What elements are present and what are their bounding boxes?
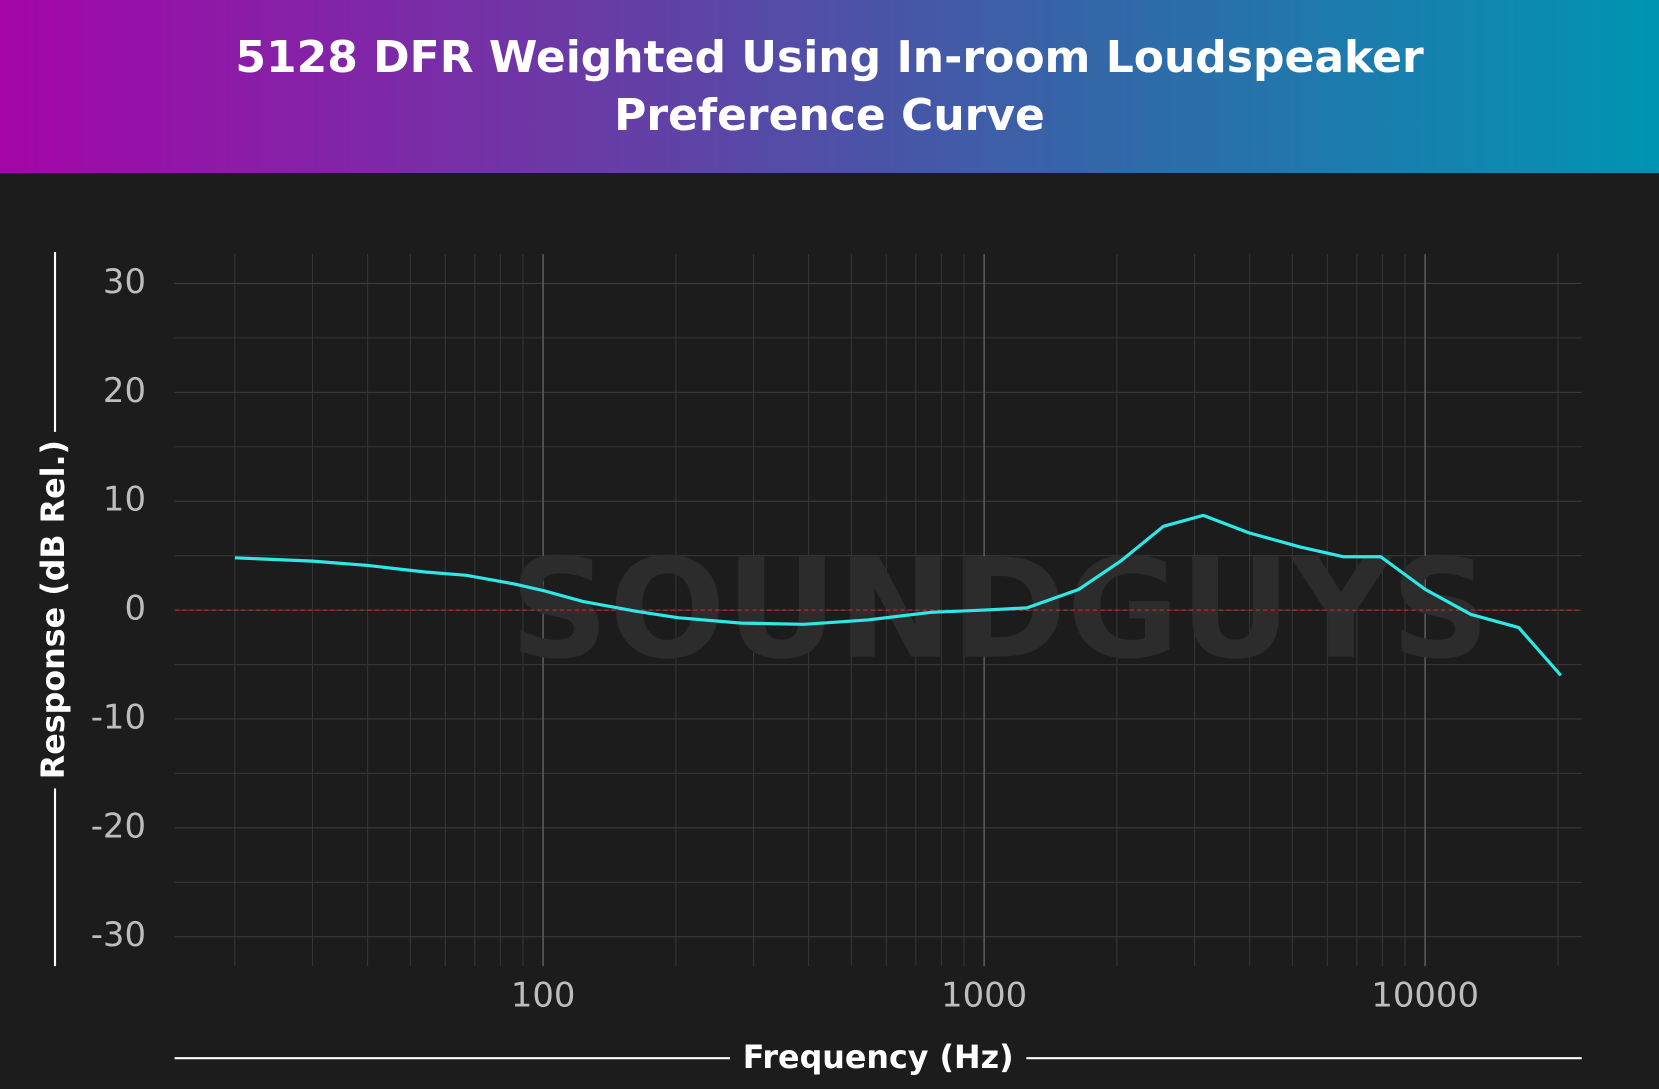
y-tick-label: -20 — [91, 806, 146, 845]
y-tick-label: 0 — [124, 589, 146, 628]
x-tick-label: 100 — [511, 975, 576, 1014]
y-tick-label: 30 — [103, 262, 146, 301]
y-axis-label: Response (dB Rel.) — [36, 440, 72, 779]
y-tick-label: 10 — [103, 480, 146, 519]
x-axis-label: Frequency (Hz) — [743, 1040, 1014, 1076]
line-series — [234, 513, 1563, 677]
x-tick-label: 1000 — [941, 975, 1027, 1014]
chart-title: 5128 DFR Weighted Using In-room Loudspea… — [235, 31, 1424, 141]
header: 5128 DFR Weighted Using In-room Loudspea… — [0, 0, 1659, 173]
x-tick-label: 10000 — [1371, 975, 1479, 1014]
y-tick-label: -10 — [91, 697, 146, 736]
y-tick-label: -30 — [91, 915, 146, 954]
y-tick-label: 20 — [103, 371, 146, 410]
